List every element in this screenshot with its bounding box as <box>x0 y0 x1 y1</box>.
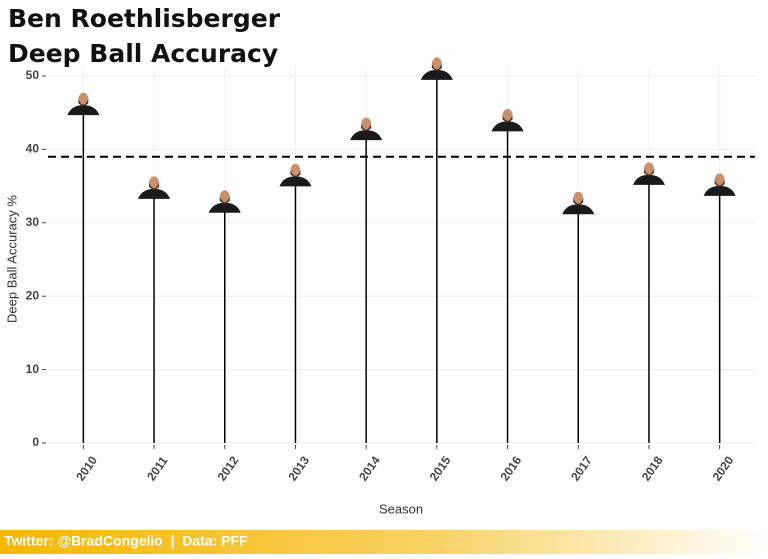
x-tick-label: 2017 <box>568 453 595 483</box>
marker-shoulders <box>67 105 100 116</box>
marker-shoulders <box>491 121 524 132</box>
player-marker <box>703 173 736 196</box>
x-tick-label: 2018 <box>639 453 666 483</box>
footer-band <box>0 530 768 554</box>
marker-shoulders <box>562 204 595 215</box>
marker-beard <box>290 170 301 177</box>
marker-head <box>502 108 513 122</box>
marker-head <box>573 191 584 205</box>
y-axis-label: Deep Ball Accuracy % <box>4 195 19 323</box>
y-tick-label: 40 <box>26 142 40 156</box>
marker-shoulders <box>138 188 171 199</box>
marker-head <box>149 176 160 190</box>
marker-beard <box>361 124 372 131</box>
y-tick-label: 50 <box>26 68 40 82</box>
marker-beard <box>219 196 230 204</box>
marker-beard <box>714 179 725 187</box>
marker-beard <box>643 168 654 176</box>
marker-beard <box>573 198 584 205</box>
marker-head <box>290 163 301 177</box>
marker-head <box>643 162 654 176</box>
player-marker <box>279 163 312 187</box>
marker-head <box>78 92 89 106</box>
x-tick-label: 2020 <box>710 453 737 483</box>
chart-title: Deep Ball Accuracy <box>8 39 278 68</box>
x-tick-label: 2016 <box>497 453 524 483</box>
player-marker <box>420 57 453 80</box>
player-marker <box>632 162 665 185</box>
x-tick-label: 2014 <box>356 453 383 483</box>
x-tick-label: 2011 <box>144 454 171 484</box>
player-marker <box>138 176 171 199</box>
y-tick-label: 30 <box>26 215 40 229</box>
x-tick-label: 2013 <box>285 453 312 483</box>
player-marker <box>350 117 383 141</box>
x-axis-label: Season <box>379 501 423 516</box>
marker-beard <box>78 99 89 106</box>
x-tick-label: 2015 <box>427 453 454 483</box>
x-tick-label: 2012 <box>215 453 242 483</box>
marker-beard <box>431 63 442 71</box>
y-tick-label: 0 <box>32 435 39 449</box>
marker-beard <box>149 182 160 190</box>
marker-head <box>714 173 725 187</box>
marker-beard <box>502 115 513 122</box>
player-marker <box>67 92 100 116</box>
marker-shoulders <box>632 174 665 185</box>
marker-shoulders <box>208 202 241 213</box>
marker-head <box>431 57 442 71</box>
marker-shoulders <box>703 185 736 196</box>
y-tick-label: 20 <box>26 288 40 302</box>
player-marker <box>208 190 241 213</box>
y-tick-label: 10 <box>26 362 40 376</box>
marker-shoulders <box>350 130 383 141</box>
player-marker <box>491 108 524 132</box>
caption: Twitter: @BradCongelio | Data: PFF <box>4 533 248 549</box>
marker-shoulders <box>279 176 312 187</box>
marker-head <box>361 117 372 131</box>
chart-title: Ben Roethlisberger <box>8 4 281 33</box>
x-tick-label: 2010 <box>73 453 100 483</box>
player-marker <box>562 191 595 215</box>
marker-shoulders <box>420 69 453 80</box>
marker-head <box>219 190 230 204</box>
